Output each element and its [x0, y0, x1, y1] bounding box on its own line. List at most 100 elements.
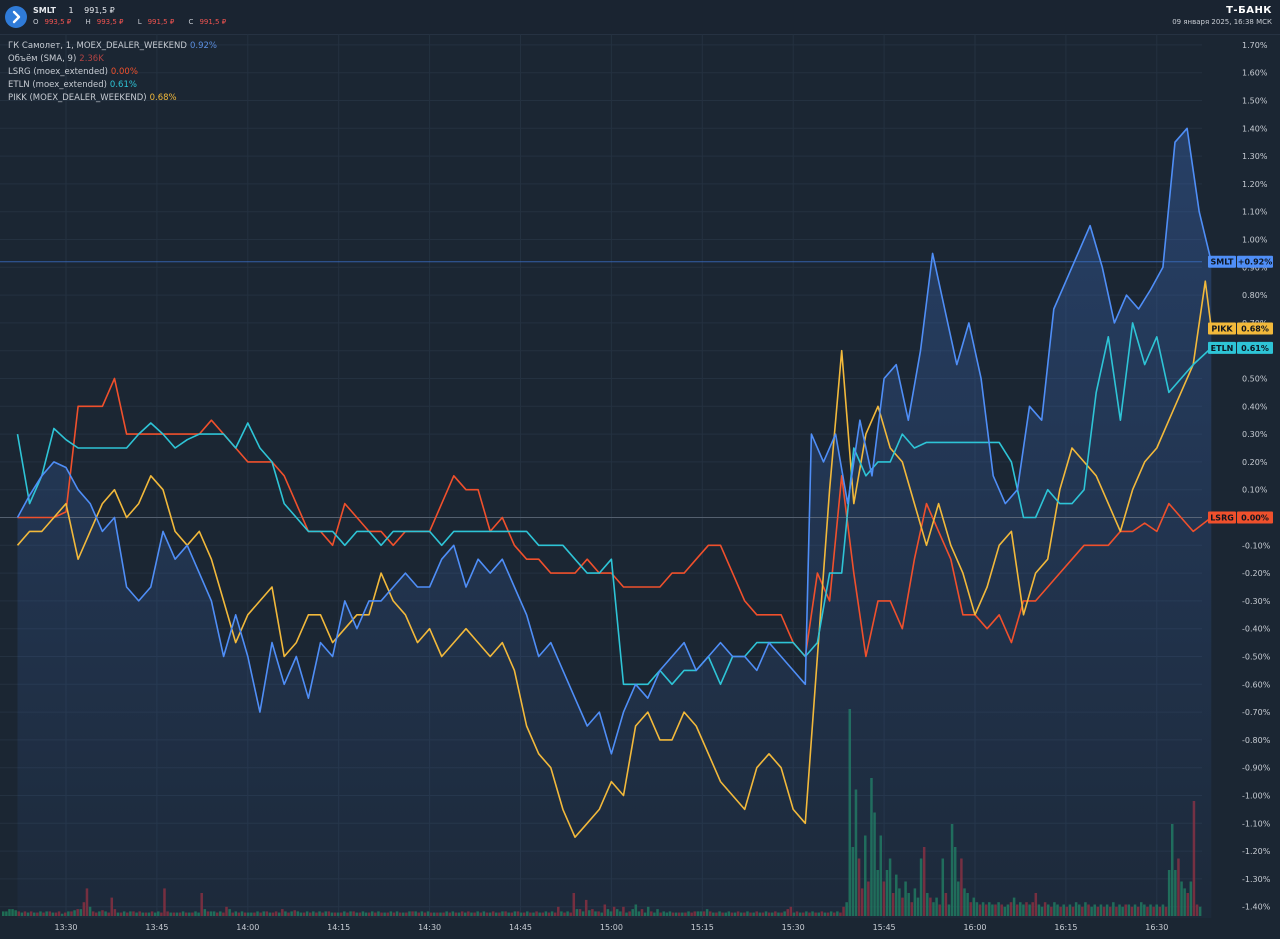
top-bar: SMLT 1 991,5 ₽ O 993,5 ₽ H 993,5 ₽ L 991,5 … [0, 0, 1280, 35]
legend-row-smlt[interactable]: ГК Самолет, 1, MOEX_DEALER_WEEKEND 0.92% [8, 41, 217, 51]
y-tick-label: 0.50% [1242, 375, 1268, 384]
legend-value: 0.68% [149, 93, 177, 103]
y-tick-label: -0.10% [1242, 541, 1271, 550]
y-tick-label: -0.60% [1242, 680, 1271, 689]
badge-symbol-bg [1208, 341, 1236, 354]
x-tick-label: 16:00 [963, 923, 986, 932]
x-tick-label: 16:30 [1145, 923, 1168, 932]
y-tick-label: -0.40% [1242, 625, 1271, 634]
x-tick-label: 15:15 [691, 923, 714, 932]
y-tick-label: 1.30% [1242, 152, 1268, 161]
x-tick-label: 13:45 [145, 923, 168, 932]
y-tick-label: -0.20% [1242, 569, 1271, 578]
volume-bar [14, 910, 17, 916]
x-tick-label: 14:00 [236, 923, 259, 932]
ticker-line: SMLT 1 991,5 ₽ [33, 6, 115, 15]
badge-value: +0.92% [1238, 258, 1272, 267]
badge-symbol-bg [1208, 322, 1236, 335]
badge-symbol: LSRG [1210, 514, 1234, 523]
y-tick-label: 0.30% [1242, 430, 1268, 439]
series-line-etln[interactable] [16, 322, 1212, 686]
y-tick-label: 1.40% [1242, 124, 1268, 133]
volume-bar [5, 911, 8, 916]
series-line-smlt[interactable] [16, 127, 1213, 755]
badge-value-bg [1237, 255, 1273, 268]
legend-row-pikk[interactable]: PIKK (MOEX_DEALER_WEEKEND) 0.68% [8, 93, 177, 103]
badge-symbol: ETLN [1211, 344, 1234, 353]
y-tick-label: 0.20% [1242, 458, 1268, 467]
legend-value: 2.36K [79, 54, 104, 64]
legend: ГК Самолет, 1, MOEX_DEALER_WEEKEND 0.92% … [8, 40, 217, 105]
badge-value-bg [1237, 511, 1273, 524]
last-price: 991,5 ₽ [84, 6, 115, 15]
y-tick-label: -0.30% [1242, 597, 1271, 606]
series-line-lsrg[interactable] [17, 377, 1212, 658]
x-tick-label: 15:00 [600, 923, 623, 932]
badge-symbol-bg [1208, 511, 1236, 524]
volume-bar [11, 909, 14, 916]
badge-symbol: PIKK [1211, 324, 1233, 333]
y-tick-label: 0.90% [1242, 263, 1268, 272]
badge-value: 0.68% [1241, 324, 1269, 333]
badge-value: 0.61% [1241, 344, 1269, 353]
legend-value: 0.61% [109, 80, 137, 90]
volume-bar [8, 909, 11, 916]
timestamp: 09 января 2025, 16:38 МСК [1172, 18, 1272, 26]
x-tick-label: 16:15 [1054, 923, 1077, 932]
legend-row-lsrg[interactable]: LSRG (moex_extended) 0.00% [8, 67, 138, 77]
series-line-pikk[interactable] [16, 280, 1213, 838]
badge-symbol: SMLT [1211, 258, 1234, 267]
y-tick-label: 1.50% [1242, 97, 1268, 106]
volume-bar [2, 911, 5, 916]
y-tick-label: 1.10% [1242, 208, 1268, 217]
x-tick-label: 13:30 [54, 923, 77, 932]
x-tick-label: 15:45 [873, 923, 896, 932]
y-tick-label: 1.20% [1242, 180, 1268, 189]
brand-logo: Т-БАНК [1226, 5, 1272, 16]
legend-row-etln[interactable]: ETLN (moex_extended) 0.61% [8, 80, 137, 90]
y-tick-label: 0.10% [1242, 486, 1268, 495]
y-tick-label: 0.40% [1242, 402, 1268, 411]
y-tick-label: -0.90% [1242, 764, 1271, 773]
ohlc-low: L 991,5 ₽ [137, 18, 175, 26]
badge-pikk: PIKK 0.68% [1208, 322, 1273, 335]
last-value-badges: SMLT +0.92% PIKK 0.68% ETLN 0.61% LSRG 0.00% [1208, 255, 1273, 524]
legend-row-volume[interactable]: Объём (SMA, 9) 2.36K [8, 54, 104, 64]
y-tick-label: 1.00% [1242, 236, 1268, 245]
ohlc-close: C 991,5 ₽ [188, 18, 227, 26]
ohlc-high: H 993,5 ₽ [85, 18, 124, 26]
smlt-area [17, 128, 1212, 919]
y-axis[interactable]: 1.70% 1.60% 1.50% 1.40% 1.30% 1.20% 1.10% 1.00%… [1242, 41, 1271, 912]
badge-value: 0.00% [1241, 514, 1269, 523]
y-tick-label: -1.30% [1242, 875, 1271, 884]
legend-value: 0.00% [110, 67, 138, 77]
y-tick-label: 1.70% [1242, 41, 1268, 50]
badge-etln: ETLN 0.61% [1208, 341, 1273, 354]
series-lines [16, 127, 1213, 838]
x-tick-label: 15:30 [782, 923, 805, 932]
area-fills [17, 128, 1212, 919]
y-tick-label: -1.40% [1242, 903, 1271, 912]
symbol-logo-icon[interactable] [5, 6, 27, 28]
badge-smlt: SMLT +0.92% [1208, 255, 1273, 268]
y-tick-label: -1.10% [1242, 819, 1271, 828]
x-axis[interactable]: 13:30 13:45 14:00 14:15 14:30 14:45 15:00 15:15… [54, 923, 1168, 932]
y-tick-label: -0.50% [1242, 653, 1271, 662]
x-tick-label: 14:15 [327, 923, 350, 932]
ohlc-open: O 993,5 ₽ [33, 18, 72, 26]
interval[interactable]: 1 [68, 6, 74, 15]
y-tick-label: 1.60% [1242, 69, 1268, 78]
badge-value-bg [1237, 322, 1273, 335]
badge-value-bg [1237, 341, 1273, 354]
x-tick-label: 14:30 [418, 923, 441, 932]
symbol-name[interactable]: SMLT [33, 6, 56, 15]
badge-lsrg: LSRG 0.00% [1208, 511, 1273, 524]
y-tick-label: -0.80% [1242, 736, 1271, 745]
y-tick-label: 0.80% [1242, 291, 1268, 300]
y-tick-label: -1.20% [1242, 847, 1271, 856]
badge-symbol-bg [1208, 255, 1236, 268]
x-tick-label: 14:45 [509, 923, 532, 932]
price-lines [0, 261, 1202, 518]
legend-value: 0.92% [189, 41, 217, 51]
